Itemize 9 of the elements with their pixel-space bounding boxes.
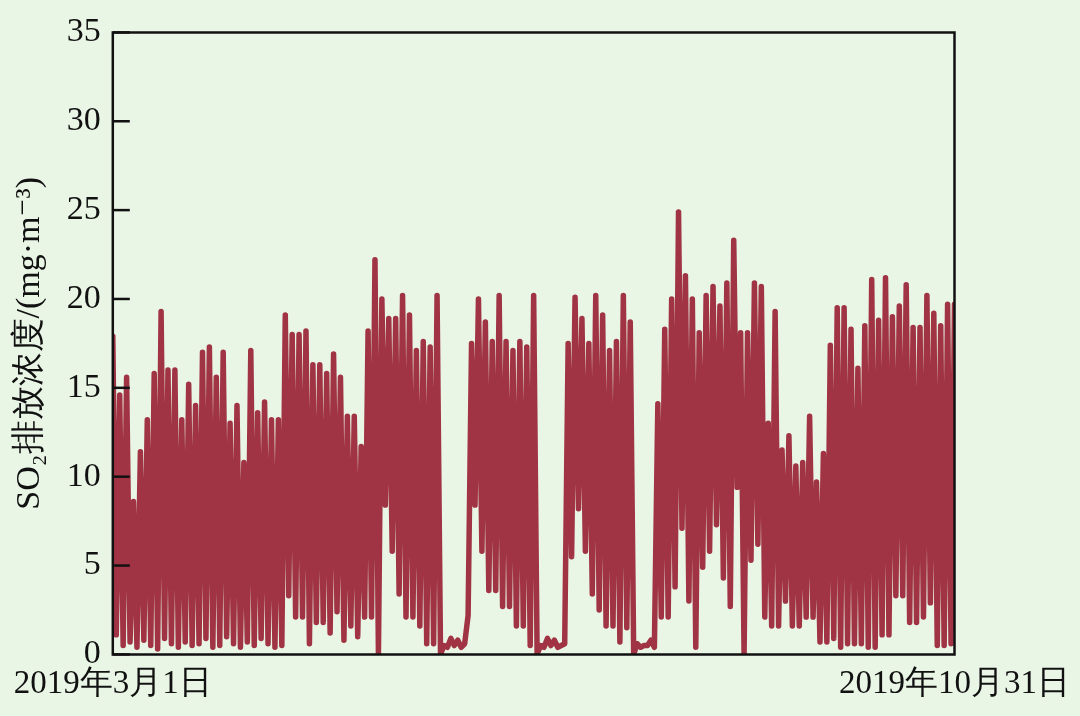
y-axis-title: SO₂排放浓度/(mg·m⁻³): [9, 177, 48, 510]
y-tick-label: 10: [66, 455, 101, 493]
y-tick-label: 15: [66, 366, 101, 404]
x-tick-label: 2019年10月31日: [839, 663, 1070, 700]
y-tick-label: 5: [83, 544, 101, 582]
y-tick-label: 35: [66, 11, 101, 49]
y-tick-label: 20: [66, 277, 101, 315]
y-tick-label: 30: [66, 100, 101, 138]
y-tick-label: 25: [66, 189, 101, 227]
